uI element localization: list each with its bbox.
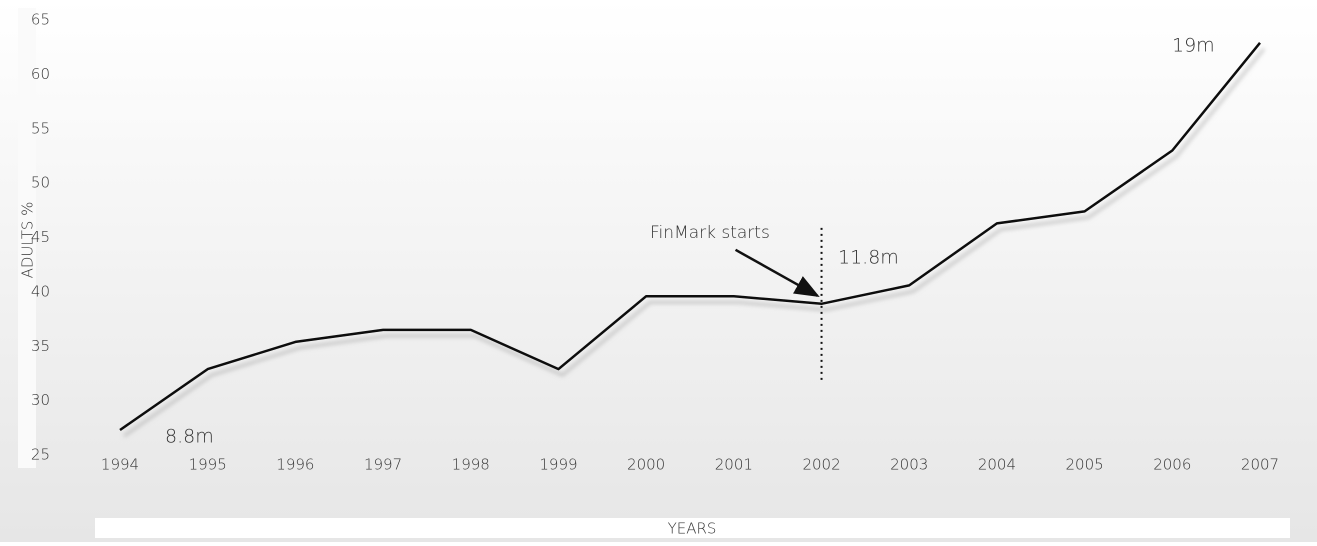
arrow bbox=[734, 248, 820, 298]
annotation: FinMark starts bbox=[650, 223, 770, 243]
x-tick-label: 2003 bbox=[890, 456, 928, 474]
annotation: 8.8m bbox=[165, 426, 214, 448]
y-tick-label: 50 bbox=[31, 174, 50, 192]
x-tick-label: 1999 bbox=[539, 456, 577, 474]
x-tick-label: 1997 bbox=[364, 456, 402, 474]
y-tick-label: 25 bbox=[31, 446, 50, 464]
y-tick-label: 60 bbox=[31, 65, 50, 83]
x-tick-label: 2005 bbox=[1066, 456, 1104, 474]
x-tick-label: 1996 bbox=[276, 456, 314, 474]
y-axis-title: ADULTS % bbox=[19, 202, 37, 279]
x-tick-label: 2007 bbox=[1241, 456, 1279, 474]
y-tick-label: 55 bbox=[31, 119, 50, 137]
x-tick-label: 2001 bbox=[715, 456, 753, 474]
x-tick-label: 2002 bbox=[802, 456, 840, 474]
annotation: 11.8m bbox=[838, 247, 899, 269]
y-tick-label: 35 bbox=[31, 337, 50, 355]
x-tick-label: 1995 bbox=[189, 456, 227, 474]
y-label-band bbox=[18, 8, 36, 468]
data-line bbox=[119, 42, 1261, 432]
y-tick-label: 45 bbox=[31, 228, 50, 246]
annotation: 19m bbox=[1172, 35, 1215, 57]
y-tick-label: 40 bbox=[31, 282, 50, 300]
x-tick-label: 1998 bbox=[452, 456, 490, 474]
x-tick-label: 2006 bbox=[1153, 456, 1191, 474]
x-tick-label: 2000 bbox=[627, 456, 665, 474]
x-tick-label: 1994 bbox=[101, 456, 139, 474]
x-label-band bbox=[95, 518, 1290, 538]
y-tick-label: 65 bbox=[31, 11, 50, 29]
y-tick-label: 30 bbox=[31, 391, 50, 409]
x-axis-title: YEARS bbox=[668, 520, 717, 538]
x-tick-label: 2004 bbox=[978, 456, 1016, 474]
